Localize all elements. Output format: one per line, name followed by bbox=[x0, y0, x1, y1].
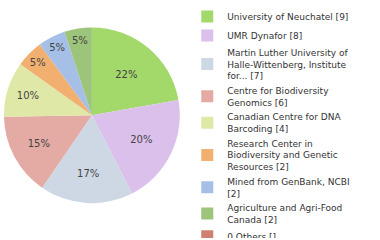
svg-text:Mined from GenBank, NCBI[2]: Mined from GenBank, NCBI[2] bbox=[227, 177, 349, 199]
svg-text:5%: 5% bbox=[30, 57, 46, 68]
svg-text:Centre for BiodiversityGenomic: Centre for BiodiversityGenomics [6] bbox=[227, 86, 329, 108]
svg-text:10%: 10% bbox=[17, 90, 39, 101]
svg-text:20%: 20% bbox=[130, 134, 152, 145]
svg-text:Research Center inBiodiversity: Research Center inBiodiversity and Genet… bbox=[227, 139, 337, 172]
svg-text:15%: 15% bbox=[28, 138, 50, 149]
svg-text:University of Neuchatel [9]: University of Neuchatel [9] bbox=[227, 12, 348, 22]
svg-text:UMR Dynafor [8]: UMR Dynafor [8] bbox=[227, 31, 302, 41]
svg-text:Martin Luther University ofHal: Martin Luther University ofHalle-Wittenb… bbox=[227, 48, 348, 81]
svg-text:5%: 5% bbox=[49, 42, 65, 53]
svg-text:Agriculture and Agri-FoodCanad: Agriculture and Agri-FoodCanada [2] bbox=[227, 203, 342, 225]
svg-text:5%: 5% bbox=[72, 35, 88, 46]
svg-text:Canadian Centre for DNABarcodi: Canadian Centre for DNABarcoding [4] bbox=[227, 112, 341, 134]
svg-text:22%: 22% bbox=[115, 69, 137, 80]
svg-text:17%: 17% bbox=[77, 168, 99, 179]
svg-text:0 Others []: 0 Others [] bbox=[227, 232, 276, 238]
